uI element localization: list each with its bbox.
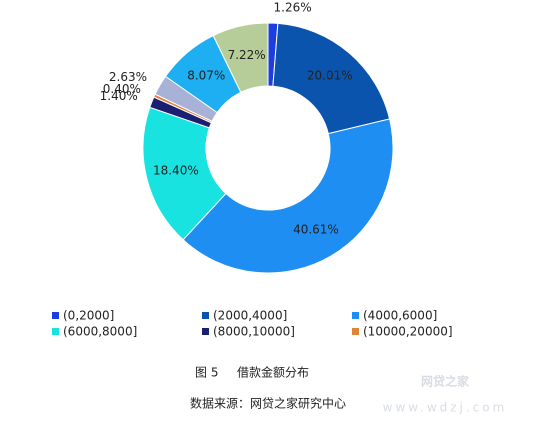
legend-label: (6000,8000]	[63, 325, 137, 339]
data-label: 1.26%	[274, 1, 312, 15]
slice	[212, 22, 269, 93]
legend-swatch	[352, 312, 359, 319]
legend-swatch	[352, 328, 359, 335]
slice	[142, 106, 227, 241]
data-label: 2.63%	[109, 70, 147, 84]
legend-label: (8000,10000]	[213, 325, 295, 339]
data-label: 18.40%	[153, 164, 199, 178]
legend-swatch	[202, 312, 209, 319]
legend-label: (2000,4000]	[213, 309, 287, 323]
figure-number: 图 5	[195, 366, 218, 380]
source: 数据来源：网贷之家研究中心	[190, 396, 346, 411]
legend-label: (10000,20000]	[363, 325, 453, 339]
legend-swatch	[52, 328, 59, 335]
data-label: 20.01%	[307, 68, 353, 82]
slice	[272, 22, 391, 135]
watermark-url: www.wdzj.com	[383, 401, 508, 415]
legend-label: (4000,6000]	[363, 309, 437, 323]
data-label: 40.61%	[293, 222, 339, 236]
data-label: 8.07%	[187, 68, 225, 82]
legend-swatch	[52, 312, 59, 319]
watermark: 网贷之家	[421, 374, 470, 389]
caption: 借款金额分布	[237, 365, 309, 380]
slice	[182, 118, 394, 274]
legend-swatch	[202, 328, 209, 335]
data-label: 7.22%	[228, 48, 266, 62]
data-label: 1.40%	[100, 89, 138, 103]
data-label: 0.40%	[103, 82, 141, 96]
legend-label: (0,2000]	[63, 309, 114, 323]
